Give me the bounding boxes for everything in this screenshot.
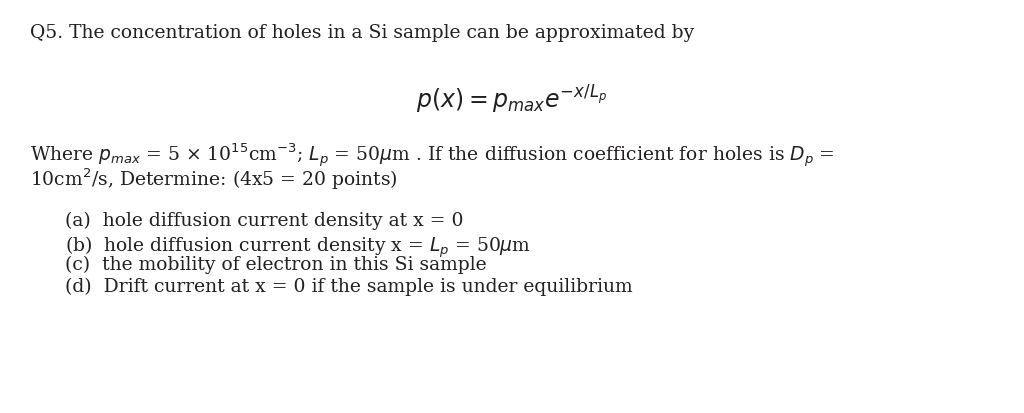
- Text: (a)  hole diffusion current density at x = 0: (a) hole diffusion current density at x …: [65, 211, 464, 230]
- Text: $p(x) = p_{max}e^{-x/L_p}$: $p(x) = p_{max}e^{-x/L_p}$: [417, 84, 607, 116]
- Text: 10cm$^{2}$/s, Determine: (4x5 = 20 points): 10cm$^{2}$/s, Determine: (4x5 = 20 point…: [30, 166, 397, 191]
- Text: (c)  the mobility of electron in this Si sample: (c) the mobility of electron in this Si …: [65, 255, 486, 273]
- Text: Q5. The concentration of holes in a Si sample can be approximated by: Q5. The concentration of holes in a Si s…: [30, 24, 694, 42]
- Text: (d)  Drift current at x = 0 if the sample is under equilibrium: (d) Drift current at x = 0 if the sample…: [65, 277, 633, 296]
- Text: (b)  hole diffusion current density x = $L_p$ = 50$\mu$m: (b) hole diffusion current density x = $…: [65, 233, 531, 259]
- Text: Where $p_{max}$ = 5 × 10$^{15}$cm$^{-3}$; $L_p$ = 50$\mu$m . If the diffusion co: Where $p_{max}$ = 5 × 10$^{15}$cm$^{-3}$…: [30, 142, 835, 170]
